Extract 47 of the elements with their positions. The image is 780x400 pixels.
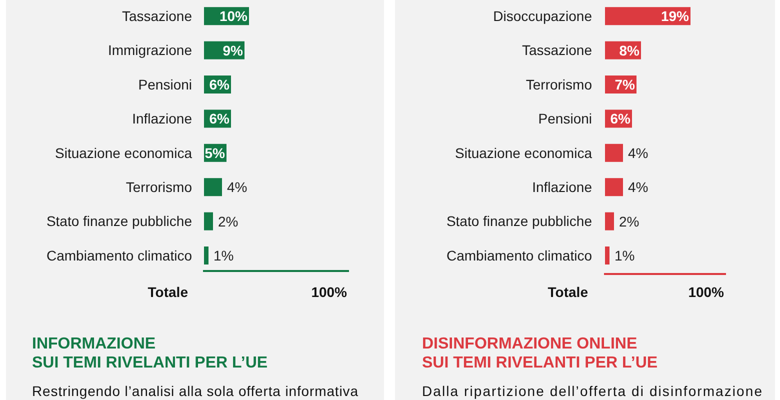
y-tick-label: Inflazione [132, 110, 192, 127]
data-label: 9% [222, 42, 244, 58]
data-label: 4% [227, 179, 248, 196]
y-tick-label: Immigrazione [108, 42, 192, 58]
bar [204, 246, 208, 264]
text: DISINFORMAZIONE ONLINE SUI TEMI RIVELANTI PER L’UE [422, 336, 658, 372]
data-label: 4% [628, 144, 648, 161]
data-label: 2% [218, 213, 238, 230]
data-label: 8% [619, 42, 640, 58]
bar [605, 246, 610, 264]
text: Totale [548, 284, 588, 300]
text: Totale [148, 284, 188, 300]
data-label: 1% [614, 248, 635, 264]
y-tick-label: Disoccupazione [493, 8, 592, 24]
y-tick-label: Tassazione [522, 42, 592, 58]
bar [605, 212, 614, 230]
text: 100% [311, 284, 348, 300]
y-tick-label: Situazione economica [455, 144, 592, 161]
bar [605, 178, 623, 196]
y-tick-label: Situazione economica [55, 144, 192, 161]
y-tick-label: Cambiamento climatico [46, 247, 192, 264]
data-label: 4% [628, 179, 648, 196]
data-label: 10% [219, 8, 248, 24]
data-label: 1% [214, 248, 234, 264]
data-label: 7% [614, 76, 636, 93]
y-tick-label: Terrorismo [526, 76, 592, 92]
y-tick-label: Pensioni [538, 110, 592, 127]
bar [204, 178, 222, 196]
y-tick-label: Stato finanze pubbliche [46, 213, 192, 230]
data-label: 6% [209, 110, 230, 127]
data-label: 5% [204, 144, 226, 161]
bar [605, 144, 623, 162]
bar [204, 212, 213, 230]
y-tick-label: Stato finanze pubbliche [446, 213, 592, 230]
data-label: 2% [619, 213, 640, 230]
y-tick-label: Pensioni [138, 76, 192, 92]
y-tick-label: Inflazione [532, 179, 592, 195]
y-tick-label: Cambiamento climatico [446, 247, 592, 264]
text: Dalla ripartizione dell’offerta di disinformazione [422, 382, 762, 399]
y-tick-label: Terrorismo [126, 179, 192, 195]
y-tick-label: Tassazione [122, 8, 192, 24]
text: Restringendo l’analisi alla sola offerta informativa [32, 382, 358, 399]
text: 100% [688, 284, 725, 300]
data-label: 6% [610, 110, 632, 127]
data-label: 19% [660, 8, 690, 24]
data-label: 6% [209, 76, 230, 93]
text: INFORMAZIONE SUI TEMI RIVELANTI PER L’UE [32, 336, 268, 372]
